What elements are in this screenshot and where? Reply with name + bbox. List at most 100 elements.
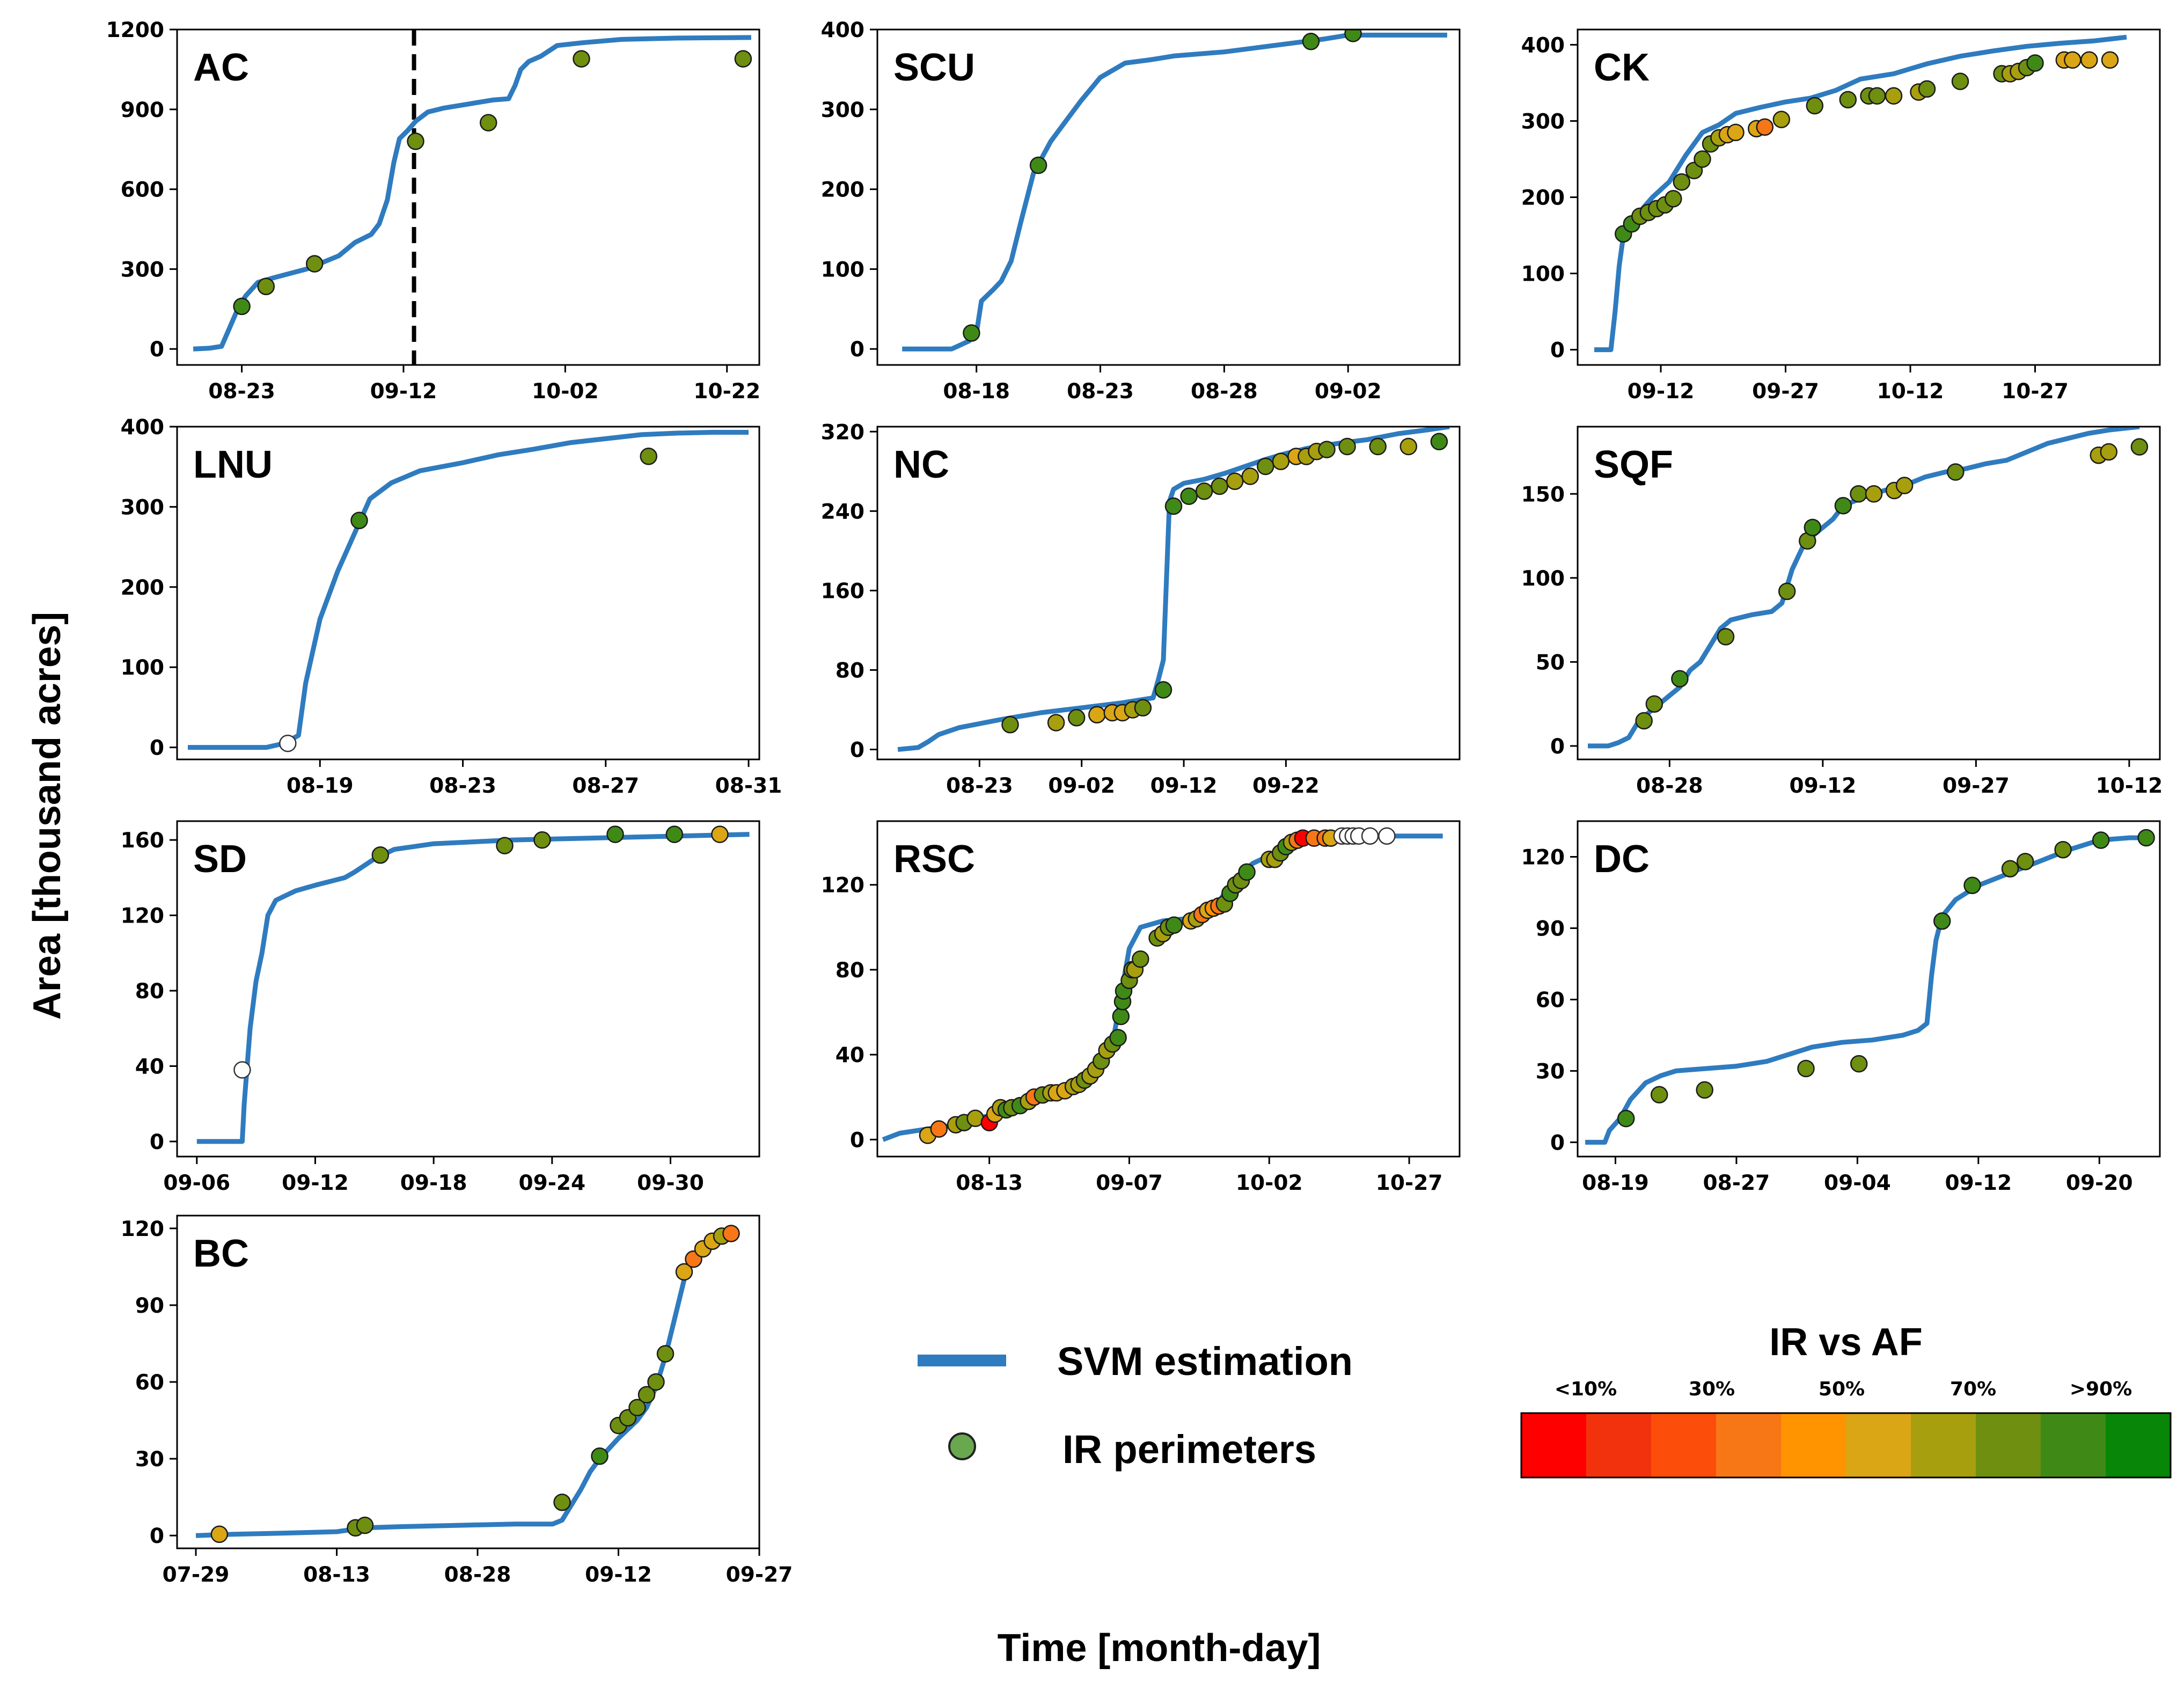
ir-perimeter-point bbox=[1430, 433, 1448, 451]
ir-perimeter-point bbox=[1865, 485, 1883, 503]
panel-rsc: 0 40 80 120 08-13 09-07 10-02 10-27 RSC bbox=[821, 820, 1461, 1195]
ir-perimeter-point bbox=[2054, 840, 2072, 859]
y-tick-label: 100 bbox=[1521, 567, 1565, 591]
ir-perimeter-point bbox=[1029, 156, 1047, 174]
panel-bc: 0 30 60 90 120 07-29 08-13 08-28 09-12 09-27 BC bbox=[121, 1215, 793, 1587]
y-tick-label: 50 bbox=[1536, 650, 1565, 675]
ir-perimeter-point bbox=[2130, 438, 2149, 456]
ir-perimeter-point bbox=[553, 1493, 571, 1511]
svm-estimation-line bbox=[897, 427, 1450, 752]
ir-perimeter-point bbox=[1180, 487, 1198, 505]
panel-frame bbox=[876, 28, 1461, 366]
panel-title: AC bbox=[193, 46, 249, 89]
ir-perimeter-point bbox=[1797, 1059, 1815, 1078]
colorbar-frame bbox=[1520, 1412, 2172, 1479]
ir-perimeter-point bbox=[257, 277, 275, 295]
ir-perimeter-point bbox=[279, 734, 297, 752]
legend: SVM estimation IR perimeters bbox=[918, 1339, 1353, 1472]
y-tick-label: 30 bbox=[1536, 1059, 1565, 1084]
panel-title: RSC bbox=[893, 838, 975, 881]
ir-perimeter-point bbox=[479, 114, 497, 131]
x-tick-label: 09-18 bbox=[400, 1171, 467, 1195]
ir-perimeter-point bbox=[1165, 916, 1183, 934]
ir-perimeter-point bbox=[675, 1263, 693, 1281]
x-tick-label: 08-23 bbox=[946, 774, 1013, 798]
x-tick-label: 09-02 bbox=[1315, 379, 1382, 404]
y-tick-label: 0 bbox=[150, 736, 164, 760]
ir-perimeter-point bbox=[371, 846, 390, 864]
y-tick-label: 90 bbox=[1536, 917, 1565, 941]
x-tick-label: 08-19 bbox=[1582, 1171, 1649, 1195]
y-tick-label: 200 bbox=[121, 576, 164, 600]
ir-perimeter-point bbox=[1804, 518, 1822, 537]
panel-frame bbox=[1577, 426, 2161, 760]
panel-scu: 0 100 200 300 400 08-18 08-23 08-28 09-02 SCU bbox=[821, 18, 1461, 404]
ir-perimeter-point bbox=[628, 1399, 646, 1416]
colorbar-cell bbox=[1911, 1413, 1976, 1477]
ir-perimeter-point bbox=[722, 1225, 740, 1242]
ir-perimeter-point bbox=[1238, 863, 1256, 881]
y-tick-label: 0 bbox=[850, 738, 864, 762]
ir-perimeter-point bbox=[2137, 829, 2155, 847]
ir-perimeter-point bbox=[2101, 51, 2119, 69]
y-tick-label: 300 bbox=[121, 495, 164, 520]
y-tick-label: 0 bbox=[150, 338, 164, 362]
ir-perimeter-point bbox=[1338, 437, 1356, 456]
x-tick-label: 08-27 bbox=[1703, 1171, 1770, 1195]
y-tick-label: 0 bbox=[1550, 1131, 1565, 1155]
panel-title: SD bbox=[193, 838, 247, 881]
ir-perimeter-point bbox=[1001, 715, 1019, 734]
ir-perimeter-point bbox=[1067, 709, 1086, 727]
x-tick-label: 09-12 bbox=[1150, 774, 1218, 798]
y-axis-title: Area [thousand acres] bbox=[26, 612, 69, 1020]
ir-perimeter-point bbox=[2026, 54, 2044, 72]
ir-perimeter-point bbox=[1211, 477, 1228, 495]
y-tick-label: 1200 bbox=[106, 18, 164, 42]
ir-perimeter-point bbox=[606, 825, 624, 843]
ir-perimeter-point bbox=[573, 50, 590, 68]
x-axis-title: Time [month-day] bbox=[998, 1627, 1321, 1670]
x-tick-label: 08-23 bbox=[208, 379, 275, 404]
ir-perimeter-point bbox=[665, 825, 684, 843]
ir-perimeter-point bbox=[1047, 714, 1065, 732]
x-tick-label: 09-07 bbox=[1096, 1171, 1163, 1195]
y-tick-label: 100 bbox=[821, 258, 864, 282]
x-tick-label: 09-24 bbox=[518, 1171, 585, 1195]
ir-perimeter-point bbox=[734, 50, 752, 68]
colorbar-tick-label: 70% bbox=[1950, 1378, 1996, 1400]
x-tick-label: 07-29 bbox=[163, 1563, 230, 1587]
colorbar-cells bbox=[1521, 1413, 2171, 1477]
x-tick-label: 08-23 bbox=[1067, 379, 1134, 404]
ir-perimeter-point bbox=[496, 837, 514, 854]
y-tick-label: 600 bbox=[121, 178, 164, 202]
y-tick-label: 80 bbox=[836, 659, 864, 683]
ir-perimeter-point bbox=[2016, 853, 2034, 871]
y-tick-label: 900 bbox=[121, 98, 164, 122]
svm-estimation-line bbox=[188, 430, 749, 750]
ir-perimeter-point bbox=[640, 448, 657, 465]
x-tick-label: 08-28 bbox=[1636, 774, 1703, 798]
ir-perimeter-point bbox=[1947, 463, 1965, 481]
x-tick-label: 09-12 bbox=[585, 1563, 652, 1587]
svm-estimation-line bbox=[193, 35, 751, 352]
ir-perimeter-point bbox=[2064, 51, 2082, 69]
ir-perimeter-point bbox=[1361, 827, 1379, 845]
svm-estimation-line bbox=[196, 832, 750, 1144]
colorbar-cell bbox=[2106, 1413, 2171, 1477]
x-tick-label: 10-02 bbox=[1236, 1171, 1303, 1195]
y-tick-label: 0 bbox=[850, 338, 864, 362]
y-tick-label: 120 bbox=[121, 904, 164, 928]
legend-line-label: SVM estimation bbox=[1057, 1339, 1353, 1384]
ir-perimeter-point bbox=[305, 255, 324, 273]
ir-perimeter-point bbox=[1885, 87, 1903, 105]
x-tick-label: 09-12 bbox=[282, 1171, 349, 1195]
x-tick-label: 09-27 bbox=[726, 1563, 793, 1587]
ir-perimeter-point bbox=[1112, 1007, 1130, 1026]
colorbar: IR vs AF <10% 30% 50% 70% >90% bbox=[1520, 1321, 2172, 1479]
ir-perimeter-point bbox=[1302, 33, 1320, 50]
panel-title: NC bbox=[893, 443, 949, 486]
y-tick-label: 0 bbox=[850, 1128, 864, 1152]
y-tick-label: 0 bbox=[150, 1130, 164, 1154]
